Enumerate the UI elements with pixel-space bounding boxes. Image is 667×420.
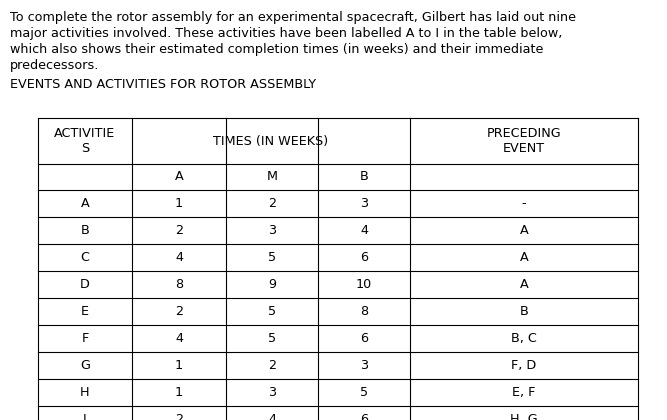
Text: M: M — [267, 171, 277, 184]
Text: I: I — [83, 413, 87, 420]
Text: A: A — [520, 224, 528, 237]
Text: PRECEDING
EVENT: PRECEDING EVENT — [487, 127, 562, 155]
Text: 4: 4 — [360, 224, 368, 237]
Text: E: E — [81, 305, 89, 318]
Text: 3: 3 — [360, 197, 368, 210]
Text: 5: 5 — [268, 305, 276, 318]
Text: TIMES (IN WEEKS): TIMES (IN WEEKS) — [213, 134, 329, 147]
Text: 4: 4 — [175, 251, 183, 264]
Text: 2: 2 — [175, 413, 183, 420]
Text: F: F — [81, 332, 89, 345]
Text: 5: 5 — [360, 386, 368, 399]
Text: E, F: E, F — [512, 386, 536, 399]
Text: predecessors.: predecessors. — [10, 60, 99, 73]
Text: B: B — [360, 171, 368, 184]
Text: H: H — [80, 386, 90, 399]
Text: 6: 6 — [360, 332, 368, 345]
Text: ACTIVITIE
S: ACTIVITIE S — [55, 127, 115, 155]
Text: B: B — [520, 305, 528, 318]
Text: B, C: B, C — [511, 332, 537, 345]
Text: -: - — [522, 197, 526, 210]
Text: A: A — [520, 251, 528, 264]
Text: A: A — [520, 278, 528, 291]
Text: F, D: F, D — [512, 359, 537, 372]
Text: 4: 4 — [268, 413, 276, 420]
Text: 2: 2 — [268, 197, 276, 210]
Text: 3: 3 — [268, 386, 276, 399]
Text: 2: 2 — [175, 224, 183, 237]
Text: 8: 8 — [175, 278, 183, 291]
Text: 5: 5 — [268, 332, 276, 345]
Text: A: A — [175, 171, 183, 184]
Text: G: G — [80, 359, 90, 372]
Text: EVENTS AND ACTIVITIES FOR ROTOR ASSEMBLY: EVENTS AND ACTIVITIES FOR ROTOR ASSEMBLY — [10, 78, 316, 90]
Text: 8: 8 — [360, 305, 368, 318]
Text: 3: 3 — [360, 359, 368, 372]
Text: 10: 10 — [356, 278, 372, 291]
Text: 1: 1 — [175, 359, 183, 372]
Text: 1: 1 — [175, 386, 183, 399]
Text: D: D — [80, 278, 90, 291]
Text: which also shows their estimated completion times (in weeks) and their immediate: which also shows their estimated complet… — [10, 44, 544, 57]
Text: C: C — [81, 251, 89, 264]
Text: 6: 6 — [360, 413, 368, 420]
Text: 5: 5 — [268, 251, 276, 264]
Text: 1: 1 — [175, 197, 183, 210]
Text: 6: 6 — [360, 251, 368, 264]
Text: To complete the rotor assembly for an experimental spacecraft, Gilbert has laid : To complete the rotor assembly for an ex… — [10, 11, 576, 24]
Text: A: A — [81, 197, 89, 210]
Text: major activities involved. These activities have been labelled A to I in the tab: major activities involved. These activit… — [10, 27, 562, 40]
Text: 2: 2 — [268, 359, 276, 372]
Text: 9: 9 — [268, 278, 276, 291]
Text: 3: 3 — [268, 224, 276, 237]
Text: 4: 4 — [175, 332, 183, 345]
Text: 2: 2 — [175, 305, 183, 318]
Text: H, G: H, G — [510, 413, 538, 420]
Text: B: B — [81, 224, 89, 237]
